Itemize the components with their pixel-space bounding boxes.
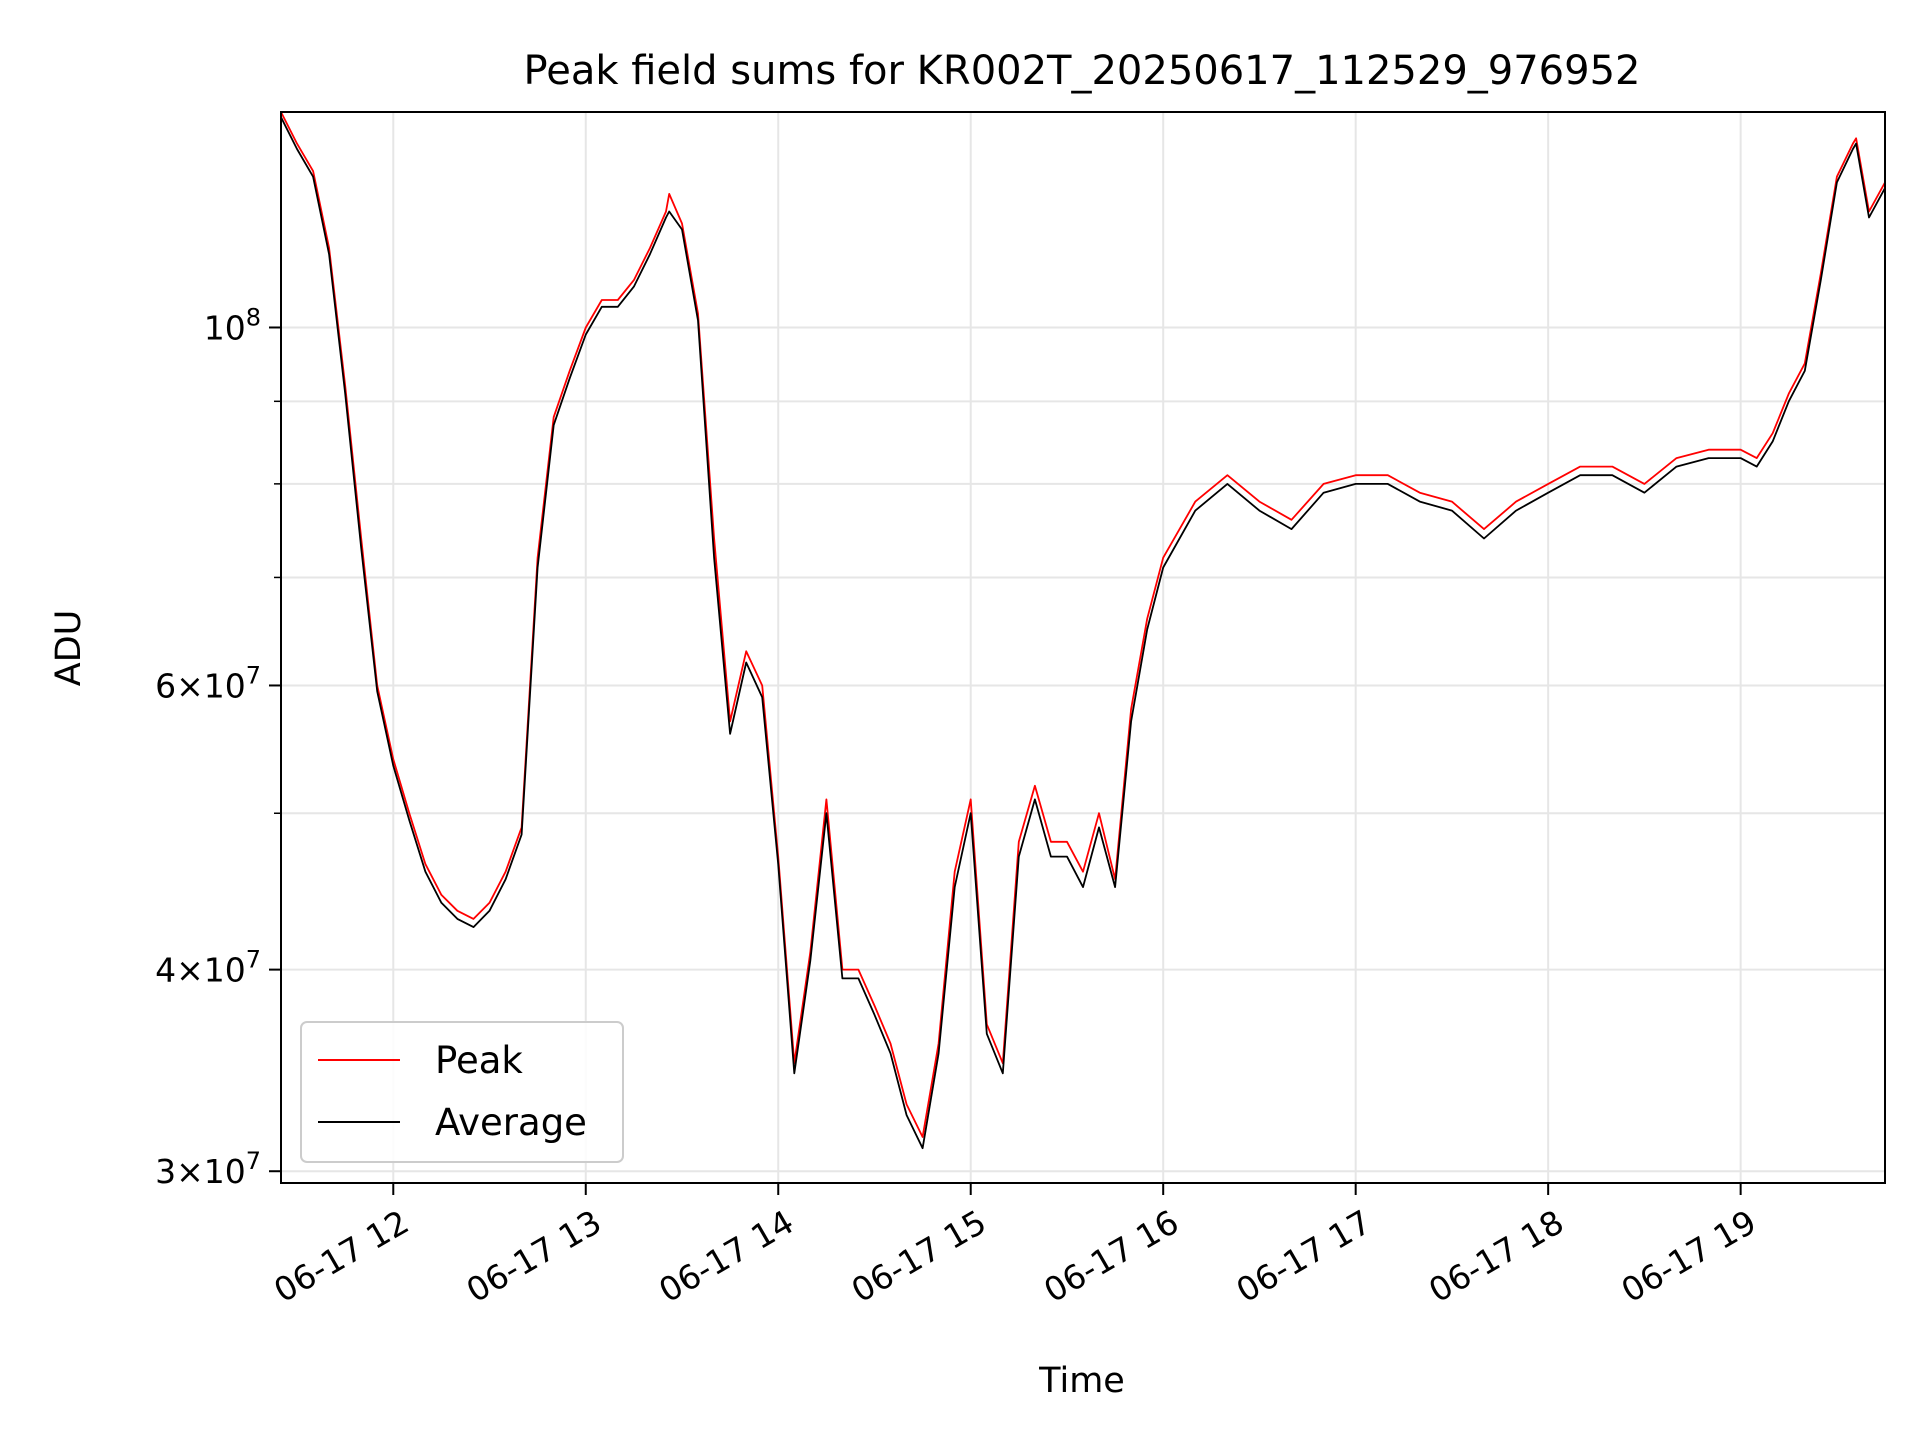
plot-frame [280, 111, 1886, 1184]
y-tick-label: 108 [204, 303, 261, 347]
y-tick-label: 3×107 [155, 1147, 261, 1191]
grid [281, 112, 1885, 1183]
series-line-average [280, 116, 1886, 1150]
legend-label-average: Average [435, 1101, 587, 1144]
x-axis-label: Time [1038, 1361, 1125, 1401]
y-axis-ticks: 3×107 4×107 6×107 108 [155, 303, 281, 1191]
series-layer [280, 111, 1886, 1150]
chart-title: Peak field sums for KR002T_20250617_1125… [524, 48, 1641, 94]
y-axis-label: ADU [49, 610, 89, 687]
x-tick-label: 06-17 13 [460, 1202, 608, 1310]
x-tick-label: 06-17 16 [1037, 1202, 1185, 1310]
x-tick-label: 06-17 19 [1615, 1202, 1763, 1310]
x-axis-ticks: 06-17 12 06-17 13 06-17 14 06-17 15 06-17 16… [267, 1183, 1763, 1310]
x-tick-label: 06-17 17 [1230, 1202, 1378, 1310]
y-tick-label: 6×107 [155, 661, 261, 705]
x-tick-label: 06-17 18 [1422, 1202, 1570, 1310]
legend-label-peak: Peak [435, 1039, 523, 1082]
series-line-peak [280, 111, 1886, 1138]
legend: Peak Average [300, 1021, 624, 1163]
x-tick-label: 06-17 14 [652, 1202, 800, 1310]
legend-box [300, 1021, 624, 1163]
x-tick-label: 06-17 15 [845, 1202, 993, 1310]
x-tick-label: 06-17 12 [267, 1202, 415, 1310]
y-tick-label: 4×107 [155, 946, 261, 990]
